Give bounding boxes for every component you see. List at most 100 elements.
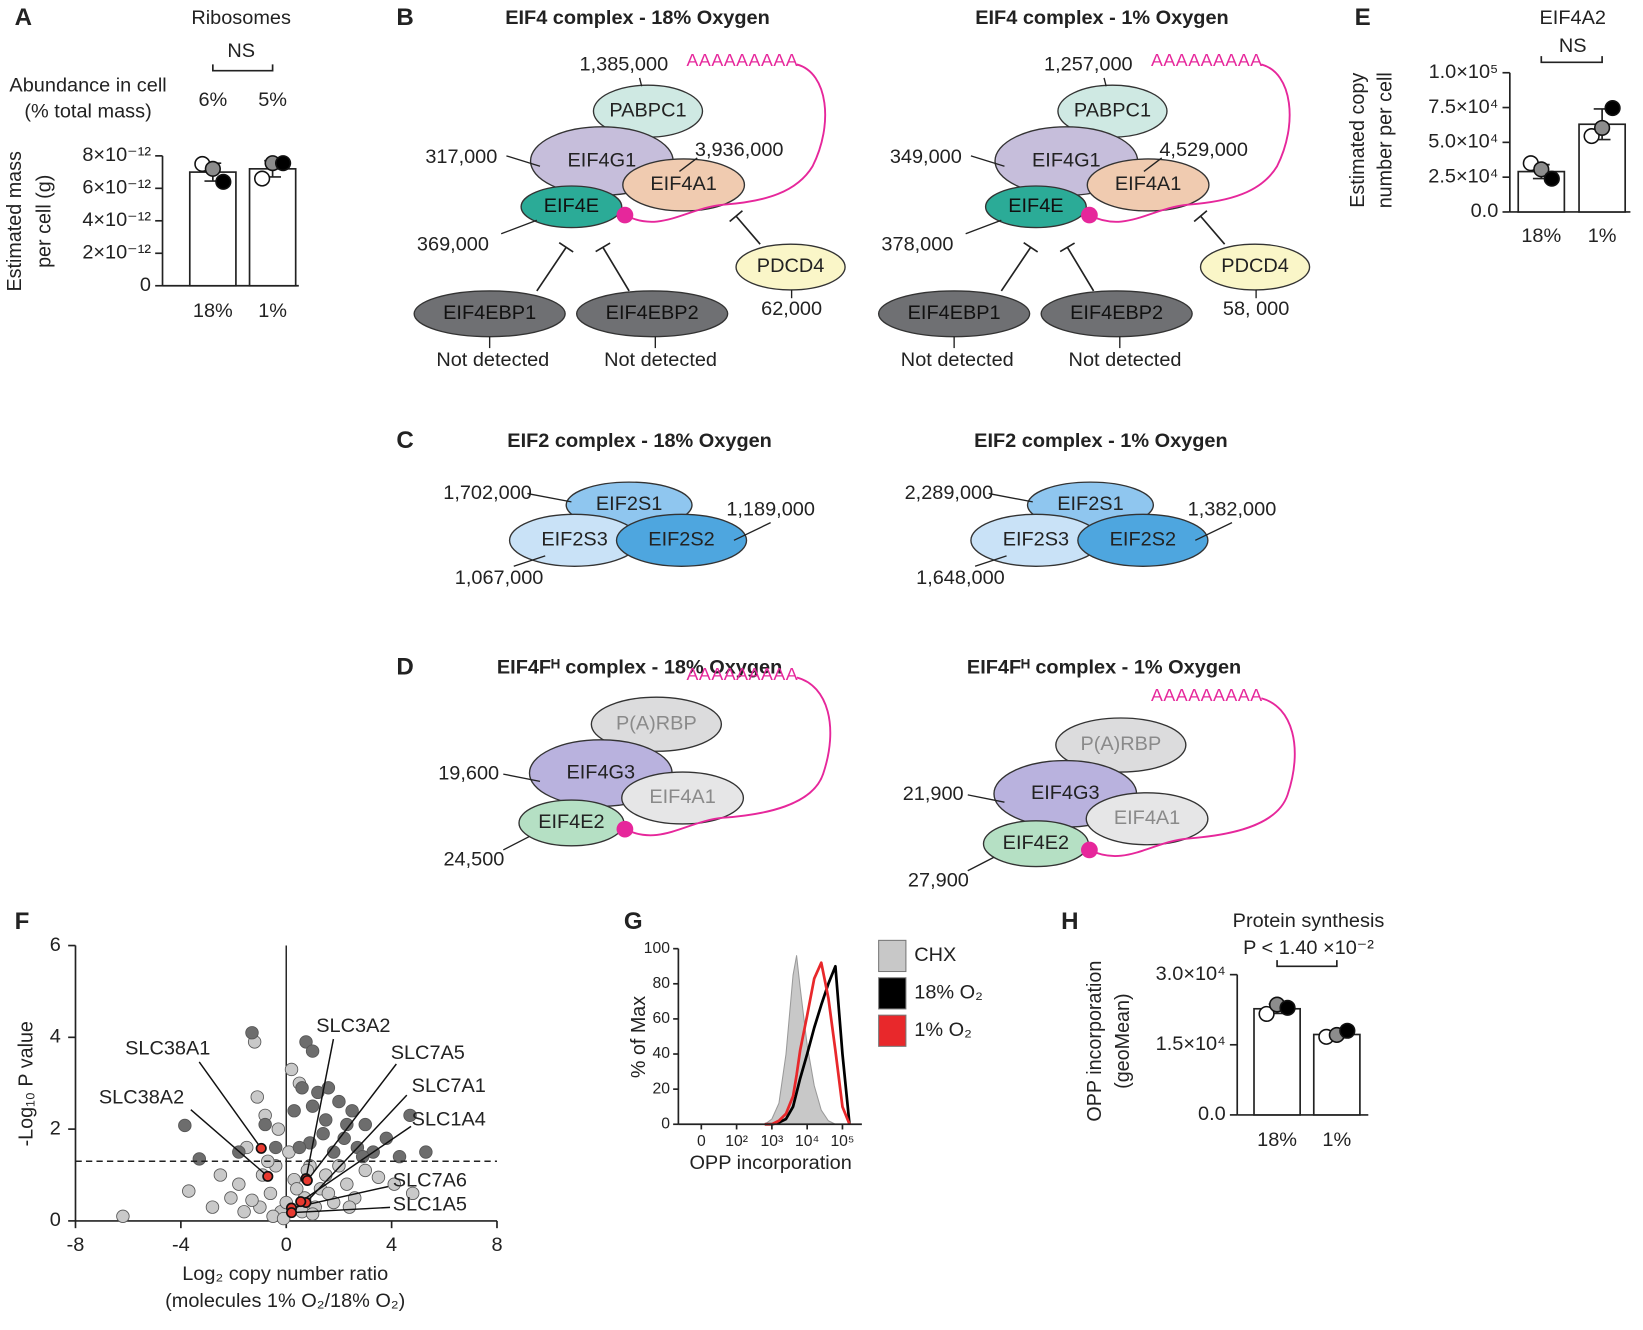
copy-number-label: 4,529,000 [1159,139,1248,161]
bar [1253,1007,1301,1116]
protein-label: EIF2S1 [1057,493,1123,515]
histogram-line [764,964,851,1126]
y-tick-label: 80 [653,975,671,992]
point-label: SLC1A5 [393,1194,467,1216]
data-point [250,1090,264,1104]
point-label: SLC1A4 [412,1108,486,1130]
data-point [224,1191,238,1205]
complex-title: EIF2 complex - 18% Oxygen [507,430,772,452]
y-tick-label: 0 [661,1115,670,1132]
panel-letter: C [396,427,413,454]
complex-title: EIF2 complex - 1% Oxygen [974,430,1227,452]
protein-label: EIF4G3 [566,761,635,783]
y-tick-label: 60 [653,1010,671,1027]
protein-node [615,513,748,567]
point-label: SLC38A1 [125,1038,210,1060]
count-leader [502,835,530,851]
data-point [295,1196,307,1208]
protein-label: EIF2S2 [648,529,714,551]
protein-node [621,771,745,825]
y-axis-label: (geoMean) [1112,993,1134,1088]
y-tick-label: 1.5×10⁴ [1156,1033,1226,1055]
x-tick-label: 10⁵ [830,1133,854,1150]
data-point [215,173,232,190]
data-point [340,1117,354,1132]
y-tick-label: 0 [140,274,151,296]
data-point [1339,1022,1356,1039]
comparison-label: NS [227,40,255,62]
y-tick-label: 5.0×10⁴ [1428,131,1498,153]
chart-title: Ribosomes [191,7,291,29]
count-leader [974,555,1007,567]
data-point [1543,170,1560,187]
protein-node [1055,717,1187,773]
complex-title: EIF4Fᴴ complex - 1% Oxygen [967,656,1241,678]
copy-number-label: 1,382,000 [1188,498,1277,520]
comparison-bracket [212,64,274,72]
protein-label: EIF4G1 [1032,149,1101,171]
complex-diagram: EIF2S1 1,702,000 EIF2S3 1,067,000 EIF2S2 1,18… [443,481,815,589]
x-tick-label: 1% [258,300,287,322]
copy-number-label: 58, 000 [1223,298,1289,320]
panel-letter: H [1061,908,1078,935]
y-axis-label: Estimated mass [4,151,26,291]
panel-letter: E [1355,4,1371,31]
count-leader [970,155,1005,167]
protein-label: EIF4E [1008,195,1063,217]
copy-number-label: 369,000 [417,234,489,256]
y-axis-label: -Log₁₀ P value [15,1021,37,1146]
x-tick-label: 0 [281,1234,292,1256]
count-leader [506,155,541,167]
data-point [178,1118,192,1133]
y-axis-label: Estimated copy [1347,73,1369,208]
protein-label: PDCD4 [757,255,825,277]
protein-node [1077,513,1209,567]
x-tick-label: 10⁴ [795,1133,819,1150]
protein-label: EIF4EBP1 [908,302,1001,324]
protein-label: EIF2S1 [596,493,662,515]
bar [1312,1033,1361,1116]
y-tick-label: 4×10⁻¹² [82,209,151,231]
data-point [237,1205,251,1219]
protein-label: EIF2S3 [1003,529,1069,551]
copy-number-label: 24,500 [443,849,504,871]
y-tick-label: 40 [653,1045,671,1062]
complex-diagram: PABPC1 1,385,000 EIF4G1 317,000 EIF4A1 3,936,… [413,50,846,371]
chart-title: EIF4A2 [1540,7,1606,29]
protein-node [1086,158,1210,212]
complex-title: EIF4 complex - 18% Oxygen [505,7,770,29]
complex-title: EIF4 complex - 1% Oxygen [975,7,1228,29]
data-point [345,1104,359,1118]
data-point [1279,999,1296,1016]
mrna-cap [1081,206,1098,224]
mrna-cap [616,820,634,838]
y-tick-label: 6×10⁻¹² [82,177,151,199]
count-leader [513,555,546,567]
inhibition-arrow [729,210,761,245]
y-axis-label: % of Max [628,996,650,1078]
data-point [284,1062,299,1077]
copy-number-label: 317,000 [425,146,497,168]
complex-diagram: P(A)RBP EIF4G3 19,600 EIF4A1 EIF4E2 24,500 AAA… [438,664,832,871]
protein-node [575,290,729,338]
panel-letter: A [15,4,32,31]
y-tick-label: 20 [653,1080,671,1097]
point-label: SLC7A5 [391,1042,465,1064]
legend-label: 1% O₂ [914,1019,972,1041]
copy-number-label: 1,385,000 [580,54,669,76]
data-point [204,160,221,177]
data-point [305,1044,320,1058]
data-point [292,1140,307,1155]
copy-number-label: 1,648,000 [916,567,1005,589]
protein-label: P(A)RBP [1080,733,1161,755]
data-point [403,1108,417,1122]
count-leader [500,219,538,235]
protein-label: EIF4EBP2 [606,302,699,324]
data-point [274,155,292,172]
data-point [371,1170,386,1184]
y-tick-label: 2×10⁻¹² [82,242,151,264]
data-point [285,1207,298,1219]
x-tick-label: -8 [67,1234,85,1256]
x-axis-label: OPP incorporation [689,1152,851,1174]
